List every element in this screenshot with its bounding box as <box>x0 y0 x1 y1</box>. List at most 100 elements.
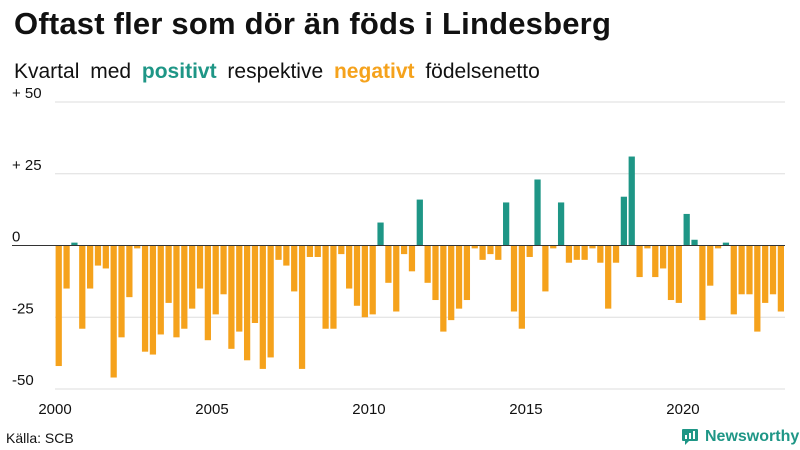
bar <box>79 245 86 329</box>
subtitle-text-4: födelsenetto <box>425 60 540 83</box>
bar <box>149 245 157 355</box>
bar <box>275 245 282 260</box>
bar <box>141 245 149 352</box>
bar <box>220 245 227 295</box>
bar <box>306 245 314 257</box>
bar <box>660 245 667 269</box>
bar <box>189 245 196 309</box>
bar <box>542 245 549 292</box>
x-tick-label: 2005 <box>195 401 228 418</box>
bar <box>393 245 400 312</box>
bar <box>86 245 94 289</box>
bar <box>652 245 659 278</box>
bar <box>259 245 266 369</box>
bar <box>455 245 463 309</box>
subtitle-text-2: med <box>90 60 132 83</box>
bar <box>330 245 337 329</box>
bar <box>243 245 251 361</box>
bar <box>346 245 353 289</box>
bar <box>283 245 290 266</box>
bar <box>314 245 321 257</box>
chart-title: Oftast fler som dör än föds i Lindesberg <box>14 6 612 41</box>
source-note: Källa: SCB <box>6 430 74 446</box>
bar <box>722 242 730 246</box>
newsworthy-logo-icon <box>682 429 698 445</box>
bar <box>487 245 494 255</box>
bar <box>118 245 125 338</box>
bar <box>707 245 714 286</box>
x-tick-label: 2020 <box>666 401 699 418</box>
bar <box>605 245 612 309</box>
bar <box>699 245 706 321</box>
bar <box>165 245 172 303</box>
bar <box>714 245 722 249</box>
bar <box>204 245 211 341</box>
bar <box>298 245 306 369</box>
bar <box>432 245 439 301</box>
bar <box>636 245 643 278</box>
bar <box>620 196 628 246</box>
bar <box>589 245 596 249</box>
brand-logo: Newsworthy <box>681 426 799 448</box>
bar <box>738 245 745 295</box>
y-tick-label: -25 <box>12 300 34 317</box>
bar <box>102 245 109 269</box>
bar <box>385 245 392 283</box>
bar <box>440 245 447 332</box>
bar <box>526 245 533 257</box>
bar <box>581 245 588 260</box>
bar <box>267 245 274 358</box>
x-tick-label: 2010 <box>352 401 385 418</box>
bar <box>181 245 188 329</box>
bar <box>424 245 431 283</box>
bar <box>565 245 573 263</box>
bar <box>134 245 141 249</box>
bar <box>196 245 204 289</box>
bar <box>495 245 502 260</box>
bar <box>71 242 78 246</box>
bar <box>228 245 235 349</box>
bar <box>550 245 557 249</box>
bar <box>667 245 675 301</box>
bar <box>126 245 133 298</box>
bar <box>416 199 423 246</box>
bar <box>377 222 384 246</box>
bar <box>173 245 180 338</box>
bar <box>94 245 102 266</box>
y-tick-label: + 50 <box>12 85 42 102</box>
y-tick-label: 0 <box>12 229 20 246</box>
bar <box>400 245 408 255</box>
y-tick-label: + 25 <box>12 157 42 174</box>
x-tick-label: 2015 <box>509 401 542 418</box>
bar <box>479 245 486 260</box>
subtitle-text-3: respektive <box>227 60 324 83</box>
legend-negative: negativt <box>333 60 415 83</box>
bar <box>361 245 368 318</box>
bar <box>762 245 769 303</box>
bar <box>110 245 117 378</box>
bar <box>463 245 471 301</box>
bar <box>518 245 525 329</box>
bar <box>503 202 510 246</box>
bar <box>369 245 376 315</box>
bar <box>55 245 62 367</box>
bar <box>236 245 243 332</box>
legend-positive: positivt <box>141 60 217 83</box>
bar <box>63 245 70 289</box>
bar <box>471 245 478 249</box>
bar <box>322 245 329 329</box>
bar <box>612 245 620 263</box>
bar <box>754 245 761 332</box>
bar <box>212 245 219 315</box>
bar <box>448 245 455 321</box>
bar <box>557 202 565 246</box>
chart-subtitle: Kvartal med positivt respektive negativt… <box>14 60 540 84</box>
bar <box>510 245 518 312</box>
bar <box>338 245 345 255</box>
bar <box>769 245 777 295</box>
bar <box>691 239 698 246</box>
bar <box>675 245 682 303</box>
y-tick-label: -50 <box>12 372 34 389</box>
subtitle-text-1: Kvartal <box>14 60 80 83</box>
